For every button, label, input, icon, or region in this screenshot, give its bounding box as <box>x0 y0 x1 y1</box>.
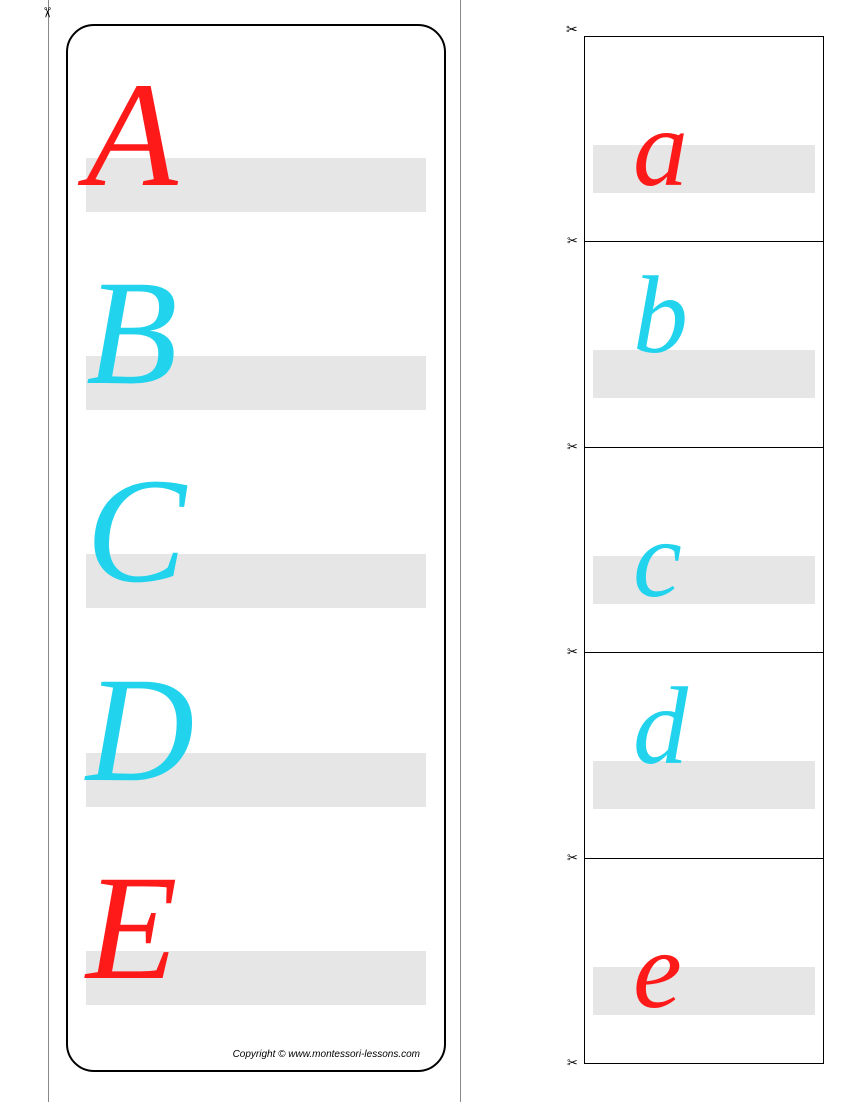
writing-strip <box>593 761 815 809</box>
uppercase-card: A B C D E Copyright © www.montessori-les… <box>66 24 446 1072</box>
letter-lowercase-b: b <box>633 260 688 370</box>
lowercase-cell: b ✂ <box>585 242 823 447</box>
uppercase-row: D <box>86 675 426 825</box>
lowercase-column: a ✂ b ✂ c ✂ d ✂ e ✂ <box>584 36 824 1064</box>
lowercase-cell: d ✂ <box>585 653 823 858</box>
uppercase-row: A <box>86 80 426 230</box>
cut-line-mid <box>460 0 461 1102</box>
scissors-icon: ✂ <box>567 850 578 866</box>
lowercase-cell: c ✂ <box>585 448 823 653</box>
writing-strip <box>593 350 815 398</box>
lowercase-cell: a ✂ <box>585 37 823 242</box>
letter-uppercase-d: D <box>86 655 194 805</box>
worksheet-page: ✂ A B C D E Copyrigh <box>0 0 852 1102</box>
uppercase-row: C <box>86 476 426 626</box>
writing-strip <box>593 145 815 193</box>
writing-strip <box>593 967 815 1015</box>
letter-lowercase-e: e <box>633 915 682 1025</box>
uppercase-row: E <box>86 873 426 1023</box>
scissors-icon: ✂ <box>567 1055 578 1071</box>
letter-uppercase-b: B <box>86 258 178 408</box>
letter-lowercase-c: c <box>633 504 682 614</box>
copyright-text: Copyright © www.montessori-lessons.com <box>86 1047 426 1062</box>
scissors-icon: ✂ <box>567 233 578 249</box>
uppercase-rows: A B C D E <box>86 56 426 1047</box>
letter-uppercase-a: A <box>86 60 178 210</box>
letter-lowercase-d: d <box>633 671 688 781</box>
scissors-icon: ✂ <box>566 22 578 39</box>
uppercase-row: B <box>86 278 426 428</box>
cut-line-left <box>48 0 49 1102</box>
letter-lowercase-a: a <box>633 93 688 203</box>
scissors-icon: ✂ <box>567 644 578 660</box>
lowercase-cell: e ✂ <box>585 859 823 1063</box>
writing-strip <box>593 556 815 604</box>
letter-uppercase-c: C <box>86 456 186 606</box>
scissors-icon: ✂ <box>567 439 578 455</box>
scissors-icon: ✂ <box>37 7 54 19</box>
letter-uppercase-e: E <box>86 853 178 1003</box>
